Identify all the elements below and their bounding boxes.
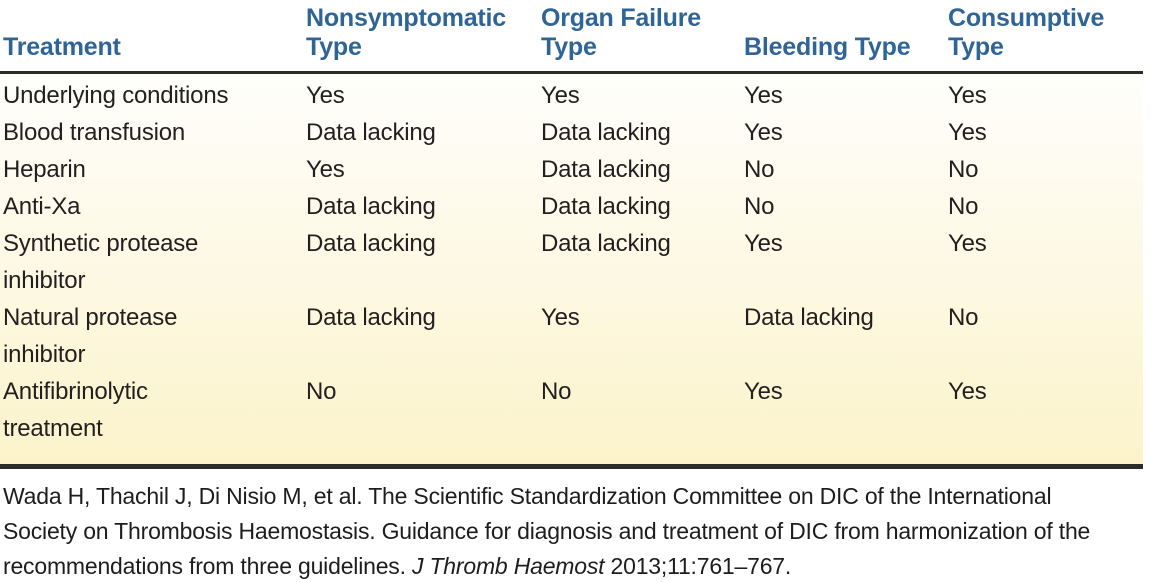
column-header-bleeding: Bleeding Type [744, 33, 911, 61]
cell-organ-failure: Yes [541, 304, 580, 331]
treatment-name: Antifibrinolytic treatment [3, 378, 148, 442]
treatment-name: Blood transfusion [3, 119, 186, 146]
column-header-consumptive: Consumptive Type [948, 4, 1105, 61]
citation: Wada H, Thachil J, Di Nisio M, et al. Th… [3, 479, 1148, 582]
citation-line-2: Society on Thrombosis Haemostasis. Guida… [3, 518, 1091, 544]
treatment-name: Underlying conditions [3, 82, 229, 109]
column-header-nonsymptomatic: Nonsymptomatic Type [306, 4, 507, 61]
cell-organ-failure: Data lacking [541, 230, 671, 257]
cell-consumptive: Yes [948, 119, 987, 146]
cell-organ-failure: Data lacking [541, 156, 671, 183]
table-row-blood-transfusion: Blood transfusion Data lacking Data lack… [3, 114, 1143, 151]
cell-organ-failure: Data lacking [541, 193, 671, 220]
treatment-name: Heparin [3, 156, 86, 183]
table-row-heparin: Heparin Yes Data lacking No No [3, 151, 1143, 188]
journal-name: J Thromb Haemost [411, 553, 605, 579]
cell-consumptive: Yes [948, 230, 987, 257]
cell-consumptive: No [948, 156, 979, 183]
citation-line-3-suffix: 2013;11:761–767. [604, 553, 792, 579]
citation-line-3: recommendations from three guidelines. J… [3, 549, 1148, 582]
column-header-treatment: Treatment [3, 33, 121, 61]
citation-line-3-prefix: recommendations from three guidelines. [3, 553, 412, 579]
cell-organ-failure: Data lacking [541, 119, 671, 146]
citation-line-1: Wada H, Thachil J, Di Nisio M, et al. Th… [3, 483, 1052, 509]
dic-treatment-table: Treatment Nonsymptomatic Type Organ Fail… [0, 0, 1143, 469]
column-header-organ-failure: Organ Failure Type [541, 4, 701, 61]
table-body: Underlying conditions Yes Yes Yes Yes Bl… [0, 74, 1143, 469]
treatment-name: Natural protease inhibitor [3, 304, 178, 368]
table-header-row: Treatment Nonsymptomatic Type Organ Fail… [0, 0, 1143, 74]
cell-consumptive: No [948, 304, 979, 331]
cell-nonsymptomatic: Data lacking [306, 230, 436, 257]
cell-bleeding: Yes [744, 119, 783, 146]
cell-nonsymptomatic: No [306, 378, 337, 405]
cell-organ-failure: Yes [541, 82, 580, 109]
cell-bleeding: No [744, 156, 775, 183]
cell-bleeding: Yes [744, 230, 783, 257]
cell-nonsymptomatic: Yes [306, 156, 345, 183]
cell-organ-failure: No [541, 378, 572, 405]
cell-nonsymptomatic: Data lacking [306, 119, 436, 146]
cell-consumptive: Yes [948, 378, 987, 405]
cell-consumptive: No [948, 193, 979, 220]
cell-bleeding: Yes [744, 82, 783, 109]
table-row-natural-protease-inhibitor: Natural protease inhibitor Data lacking … [3, 299, 1143, 373]
cell-nonsymptomatic: Data lacking [306, 193, 436, 220]
cell-nonsymptomatic: Data lacking [306, 304, 436, 331]
cell-bleeding: Yes [744, 378, 783, 405]
table-row-underlying-conditions: Underlying conditions Yes Yes Yes Yes [3, 77, 1143, 114]
table-row-synthetic-protease-inhibitor: Synthetic protease inhibitor Data lackin… [3, 225, 1143, 299]
treatment-name: Synthetic protease inhibitor [3, 230, 199, 294]
cell-consumptive: Yes [948, 82, 987, 109]
cell-nonsymptomatic: Yes [306, 82, 345, 109]
cell-bleeding: No [744, 193, 775, 220]
table-row-antifibrinolytic-treatment: Antifibrinolytic treatment No No Yes Yes [3, 373, 1143, 447]
cell-bleeding: Data lacking [744, 304, 874, 331]
treatment-name: Anti-Xa [3, 193, 81, 220]
table-row-anti-xa: Anti-Xa Data lacking Data lacking No No [3, 188, 1143, 225]
